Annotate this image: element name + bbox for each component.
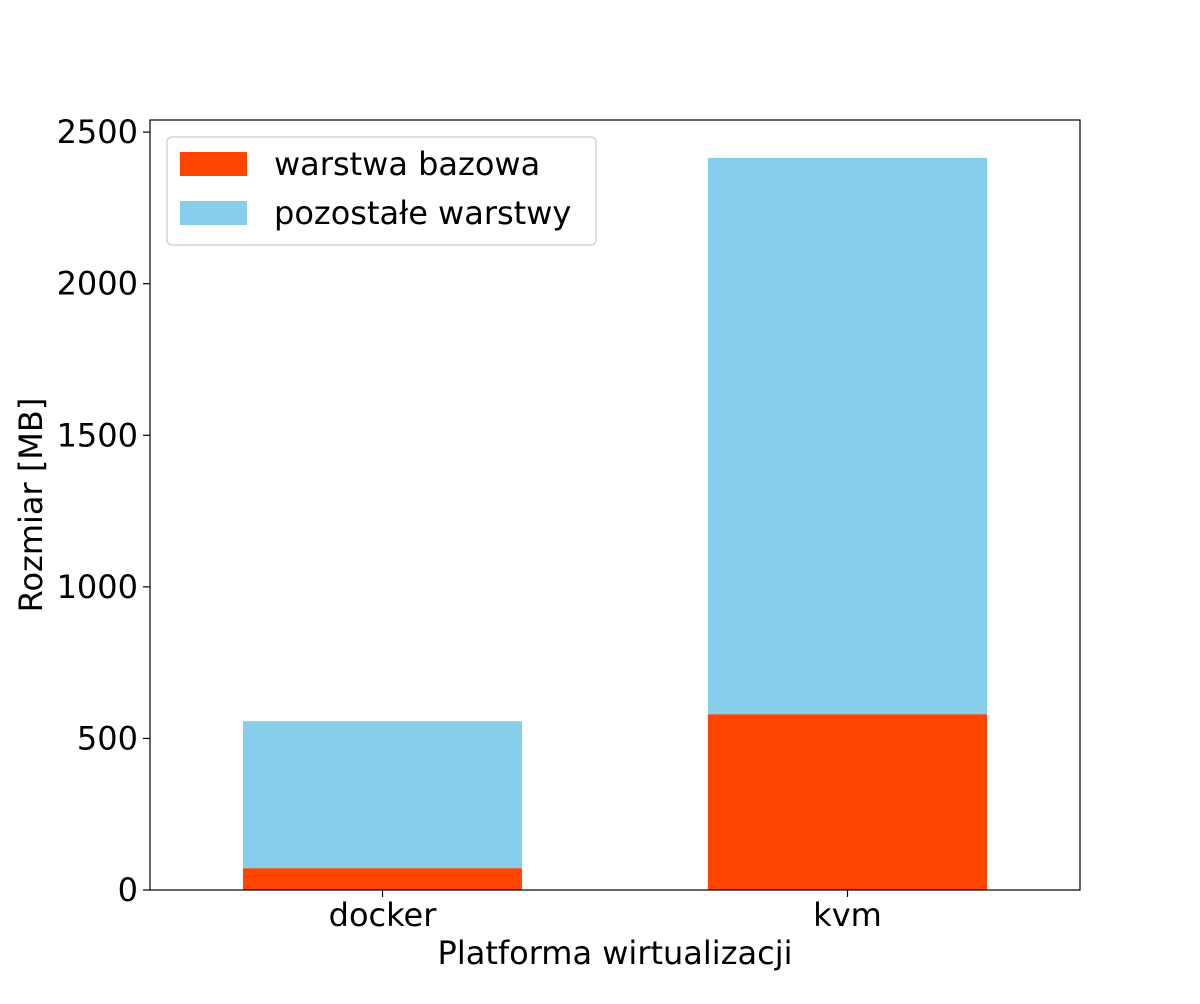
- y-tick-label-1500: 1500: [57, 416, 138, 454]
- bar-kvm-series-1: [708, 714, 987, 890]
- plot-frame: [149, 119, 1081, 891]
- y-tick-label-1000: 1000: [57, 568, 138, 606]
- x-tick-label-kvm: kvm: [813, 896, 882, 934]
- bars-layer: [243, 157, 987, 890]
- x-axis-label: Platforma wirtualizacji: [438, 934, 793, 972]
- y-tick-label-500: 500: [77, 719, 138, 757]
- legend-swatch-2: [180, 201, 247, 225]
- bar-kvm-series-2: [708, 157, 987, 715]
- legend-box: [166, 136, 597, 246]
- y-tick-label-2500: 2500: [57, 113, 138, 151]
- x-tick-label-docker: docker: [329, 896, 438, 934]
- legend-label-1: warstwa bazowa: [274, 145, 540, 183]
- legend: warstwa bazowa pozostałe warstwy: [166, 136, 597, 246]
- y-tick-label-0: 0: [118, 871, 138, 909]
- y-tick-label-2000: 2000: [57, 265, 138, 303]
- bar-docker-series-2: [243, 721, 522, 869]
- y-axis-label: Rozmiar [MB]: [12, 398, 50, 613]
- legend-swatch-1: [180, 152, 247, 176]
- bar-docker-series-1: [243, 868, 522, 890]
- legend-label-2: pozostałe warstwy: [274, 194, 571, 232]
- axes-layer: docker kvm 0 500 1000 1500 2000 2500: [57, 113, 1081, 934]
